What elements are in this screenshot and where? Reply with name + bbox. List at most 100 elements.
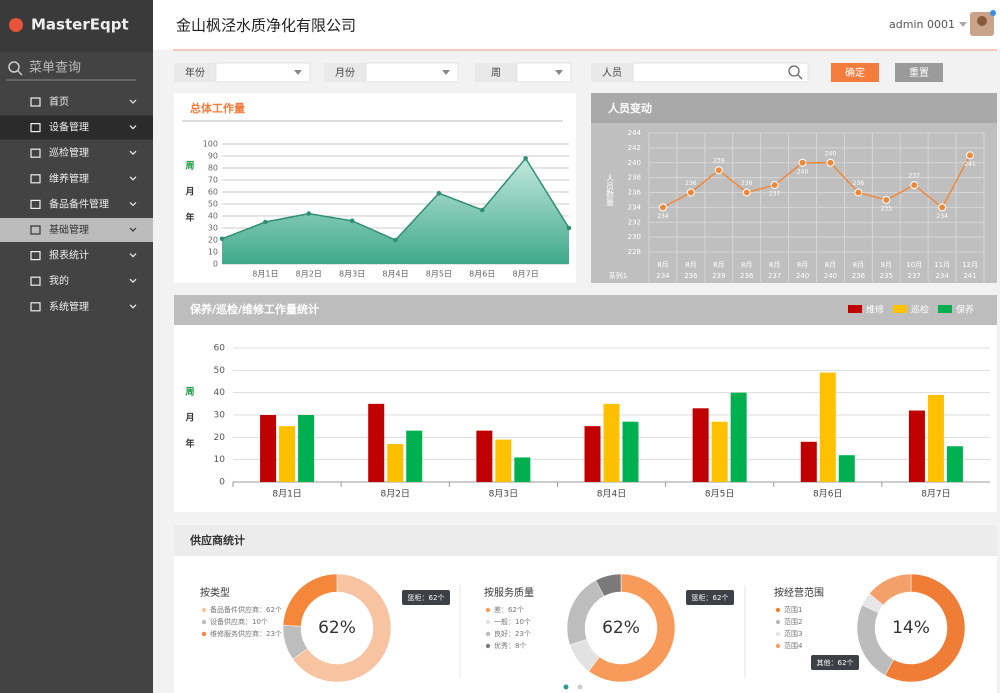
legend-label[interactable]: 备品备件供应商：62个 [210,605,282,614]
x-tick-label: 8月 [797,261,808,269]
menu-item[interactable]: 巡检管理 [49,146,89,159]
bar [495,439,512,482]
filter-input[interactable] [215,62,311,83]
filter-button[interactable] [895,63,943,82]
point [770,181,779,190]
point [263,219,268,225]
y-tick-label: 228 [628,248,641,256]
panel-header [591,93,997,123]
menu-active-bg [0,115,153,140]
point [966,151,975,160]
filter-input[interactable] [516,62,572,83]
filter-input[interactable] [632,62,809,83]
period-option[interactable]: 月 [184,187,194,198]
point [523,156,528,161]
menu-item[interactable]: 维养管理 [49,172,89,185]
y-tick-label: 70 [208,176,218,185]
point-label: 235 [881,205,893,212]
filter-button-label[interactable]: 确定 [845,66,865,79]
legend-label[interactable]: 范围3 [784,629,802,638]
y-tick-label: 30 [214,411,226,421]
menu-icon [30,199,41,209]
filter-label: 月份 [335,67,355,79]
filters: 年份 月份 周 人员 确定 重置 [174,62,943,83]
menu-item[interactable]: 我的 [49,274,69,287]
menu-search[interactable]: 菜单查询 [29,61,81,76]
user-caret[interactable] [959,22,967,27]
menu-item[interactable]: 设备管理 [49,121,89,134]
menu-chevron [129,227,137,232]
point [910,181,919,190]
point [742,188,751,197]
y-tick-label: 50 [214,366,226,376]
y-tick-label: 50 [208,200,218,209]
legend-label[interactable]: 巡检 [911,304,929,316]
x-tick-label: 8月 [657,261,668,269]
bar [711,421,728,482]
legend-label[interactable]: 设备供应商：10个 [210,617,268,626]
legend-dot [775,631,781,637]
menu-item[interactable]: 备品备件管理 [49,197,109,210]
period-option[interactable]: 月 [184,413,194,424]
point-label: 240 [797,168,809,175]
tooltip [402,590,450,605]
x-tick-label: 8月 [685,261,696,269]
legend-label[interactable]: 一般：10个 [494,617,531,626]
period-option[interactable]: 年 [185,212,194,224]
point [393,237,398,243]
x-tick-label: 8月 [825,261,836,269]
period-option[interactable]: 周 [185,161,194,172]
legend-label[interactable]: 维修 [866,304,884,316]
legend-dot [485,631,491,637]
menu-icon [30,276,41,286]
y-tick-label: 232 [628,218,641,226]
search-icon [788,65,800,77]
bar [838,455,855,482]
panel-title: 供应商统计 [189,533,245,547]
x-tick-label: 8月4日 [382,270,408,279]
filter-button[interactable] [831,63,879,82]
period-option[interactable]: 周 [185,387,194,398]
legend-label[interactable]: 范围2 [784,617,802,626]
legend-label[interactable]: 差：62个 [494,605,524,614]
brand-bar [0,0,153,52]
filter-input[interactable] [365,62,459,83]
menu-item[interactable]: 报表统计 [49,249,89,262]
legend-label[interactable]: 保养 [956,304,974,316]
legend-label[interactable]: 优秀：8个 [494,641,526,650]
bar [603,403,620,482]
user-name[interactable]: admin 0001 [889,18,955,31]
y-tick-label: 60 [214,344,226,354]
table-value: 239 [712,272,725,280]
tooltip [811,655,859,670]
legend-label[interactable]: 范围1 [784,605,802,614]
bar [279,426,296,482]
menu-chevron [129,176,137,181]
panel-title: 人员变动 [608,101,652,115]
page-dot[interactable] [577,684,583,690]
menu-item[interactable]: 首页 [49,95,69,108]
bar [260,415,277,482]
menu-item[interactable]: 基础管理 [49,223,89,236]
legend-label[interactable]: 良好：23个 [494,629,531,638]
filter-button-label[interactable]: 重置 [909,66,929,79]
y-tick-label: 30 [208,224,218,233]
bar [800,441,817,482]
filter-label: 周 [491,67,501,79]
point [938,203,947,212]
point [658,203,667,212]
bar [927,394,944,482]
legend-label[interactable]: 维修服务供应商：23个 [210,629,282,638]
menu-icon [30,251,41,261]
x-tick-label: 8月 [713,261,724,269]
period-option[interactable]: 年 [185,438,194,450]
y-tick-label: 240 [628,159,641,167]
donut-center-label: 14% [892,618,930,638]
legend-label[interactable]: 范围4 [784,641,803,650]
menu-item[interactable]: 系统管理 [49,300,89,313]
bar [476,430,493,482]
page-dot[interactable] [563,684,569,690]
table-value: 240 [796,272,809,280]
point [349,218,355,224]
legend-dot [201,631,207,637]
